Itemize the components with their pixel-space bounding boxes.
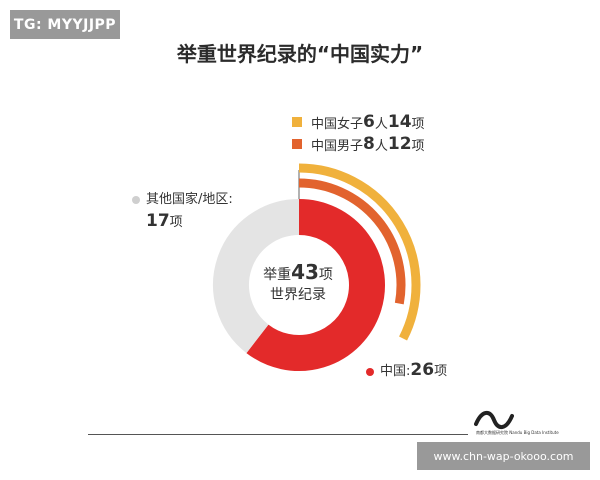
legend-men-name: 中国男子 [311, 138, 364, 154]
other-dot [132, 195, 140, 204]
legend-women-people: 6 [363, 112, 375, 132]
logo-mark-icon [474, 411, 514, 429]
china-label: 中国:26项 [366, 360, 447, 380]
legend-women-swatch [292, 117, 302, 127]
center-line1: 举重43项 [238, 262, 358, 285]
legend-men-unit: 项 [411, 138, 425, 154]
center-label: 举重43项 世界纪录 [238, 262, 358, 305]
legend-women-name: 中国女子 [311, 116, 364, 132]
other-countries-label: 其他国家/地区: 17项 [132, 188, 233, 231]
legend-men-swatch [292, 139, 302, 149]
center-number: 43 [291, 260, 319, 284]
center-line2: 世界纪录 [270, 287, 326, 303]
legend-women-people-unit: 人 [374, 116, 388, 132]
slice-other [213, 199, 300, 354]
center-prefix: 举重 [263, 267, 292, 283]
arc-women [298, 163, 421, 341]
watermark-top: TG: MYYJJPP [10, 10, 120, 39]
legend-men-records: 12 [387, 134, 412, 154]
slice-china [246, 199, 385, 371]
other-value-unit: 项 [169, 215, 183, 230]
legend-men: 中国男子 8 人 12 项 [292, 134, 425, 154]
legend-women-unit: 项 [411, 116, 425, 132]
other-label-text: 其他国家/地区: [146, 192, 233, 207]
china-dot [366, 367, 374, 376]
arc-men [298, 178, 406, 305]
chart-title: 举重世界纪录的“中国实力” [176, 42, 424, 66]
china-value-number: 26 [410, 360, 435, 380]
legend-men-people-unit: 人 [374, 138, 388, 154]
legend-women-records: 14 [387, 112, 412, 132]
legend-women: 中国女子 6 人 14 项 [292, 112, 425, 132]
bottom-divider [88, 434, 468, 435]
logo-text: 南都大数据研究院 Nandu Big Data Institute [476, 430, 559, 435]
center-suffix: 项 [318, 267, 333, 283]
other-value: 17项 [146, 211, 233, 231]
legend-men-people: 8 [363, 134, 375, 154]
watermark-bottom: www.chn-wap-okooo.com [417, 442, 590, 470]
institute-logo: 南都大数据研究院 Nandu Big Data Institute [474, 410, 559, 442]
china-label-text: 中国: [380, 364, 411, 379]
other-value-number: 17 [146, 211, 170, 231]
china-value-unit: 项 [434, 364, 448, 379]
